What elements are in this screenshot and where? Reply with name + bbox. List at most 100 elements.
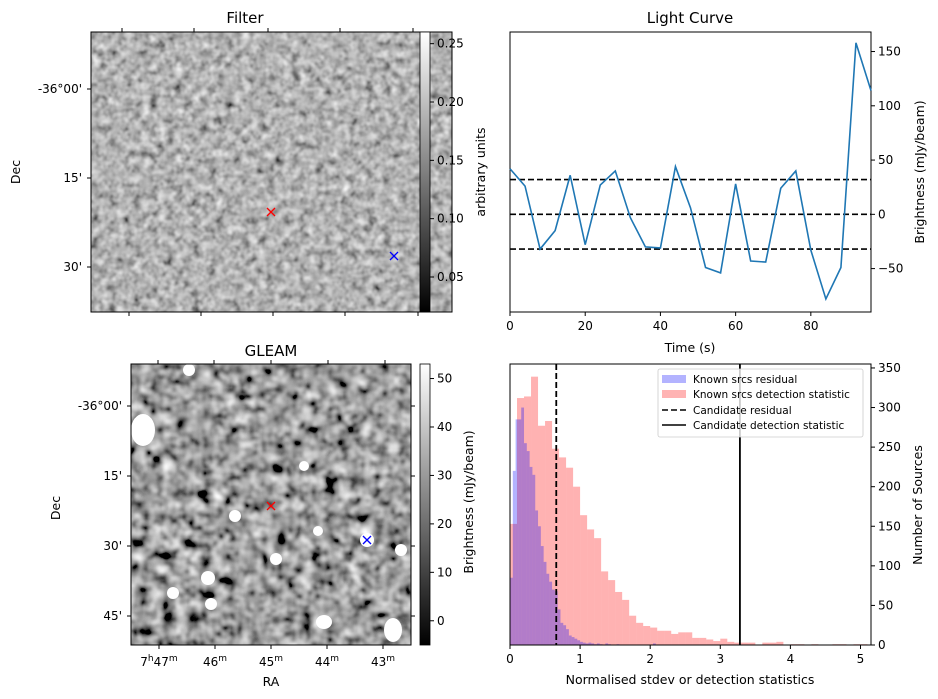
gleam-ytick-label: 45' bbox=[103, 609, 122, 623]
gleam-colorbar-tick-label: 50 bbox=[437, 372, 452, 386]
histogram-xtick-label: 5 bbox=[857, 652, 865, 666]
gleam-xtick-label: 45m bbox=[259, 654, 283, 669]
filter-colorbar-tick-label: 0.20 bbox=[437, 95, 464, 109]
legend-label: Known srcs residual bbox=[693, 374, 797, 386]
gleam-xtick-label: 46m bbox=[203, 654, 227, 669]
legend-label: Candidate residual bbox=[693, 405, 792, 417]
residual-bar bbox=[526, 451, 530, 645]
gleam-xtick-label: 44m bbox=[315, 654, 339, 669]
gleam-title: GLEAM bbox=[245, 342, 298, 360]
residual-bar bbox=[574, 638, 578, 645]
residual-bar bbox=[557, 609, 561, 645]
residual-bar bbox=[549, 581, 553, 645]
histogram-xtick-label: 0 bbox=[506, 652, 514, 666]
detection-bar bbox=[762, 642, 770, 645]
detection-bar bbox=[517, 398, 525, 645]
detection-bar bbox=[720, 638, 728, 645]
residual-bar bbox=[596, 643, 600, 645]
filter-ylabel: Dec bbox=[8, 160, 23, 184]
gleam-colorbar-ticks: 0 10 20 30 40 50 bbox=[430, 372, 452, 628]
detection-bar bbox=[748, 642, 756, 645]
gleam-colorbar-tick-label: 40 bbox=[437, 420, 452, 434]
legend-swatch-detection bbox=[662, 390, 686, 398]
residual-bar bbox=[532, 474, 536, 645]
residual-bar bbox=[577, 640, 581, 645]
gleam-ytick-label: 30' bbox=[103, 539, 122, 553]
residual-bar bbox=[563, 625, 567, 645]
gleam-image bbox=[131, 364, 411, 645]
lightcurve-ytick-label: 0 bbox=[878, 207, 886, 221]
lightcurve-xtick-label: 60 bbox=[728, 319, 743, 333]
lightcurve-xtick-label: 80 bbox=[803, 319, 818, 333]
histogram-ytick-label: 150 bbox=[878, 519, 901, 533]
residual-bar bbox=[524, 443, 527, 645]
detection-bar bbox=[685, 632, 693, 645]
detection-bar bbox=[692, 637, 700, 645]
lightcurve-title: Light Curve bbox=[647, 9, 733, 27]
histogram-legend: Known srcs residual Known srcs detection… bbox=[657, 368, 864, 438]
lightcurve-xtick-label: 20 bbox=[578, 319, 593, 333]
gleam-colorbar-tick-label: 0 bbox=[437, 614, 445, 628]
detection-bar bbox=[601, 571, 609, 645]
detection-bar bbox=[650, 627, 658, 645]
detection-bar bbox=[566, 467, 574, 645]
legend-swatch-residual bbox=[662, 375, 686, 383]
gleam-xtick-label: 7h47m bbox=[140, 654, 177, 669]
lightcurve-y-ticks: −50 0 50 100 150 bbox=[871, 45, 903, 276]
histogram-xtick-label: 1 bbox=[576, 652, 584, 666]
residual-bar bbox=[538, 526, 541, 645]
residual-bar bbox=[582, 642, 586, 645]
histogram-residual-bars bbox=[510, 407, 656, 645]
detection-bar bbox=[699, 637, 707, 645]
gleam-y-ticks: -36°00' 15' 30' 45' bbox=[78, 399, 415, 623]
lightcurve-ytick-label: 150 bbox=[878, 45, 901, 59]
filter-ytick-label: 15' bbox=[63, 171, 82, 185]
residual-bar bbox=[546, 573, 550, 645]
histogram-frame bbox=[509, 363, 872, 646]
lightcurve-x-ticks: 0 20 40 60 80 bbox=[506, 312, 818, 333]
gleam-x-ticks bbox=[157, 360, 386, 649]
histogram-ytick-label: 300 bbox=[878, 401, 901, 415]
legend-box bbox=[657, 368, 864, 438]
detection-bar bbox=[594, 538, 602, 645]
filter-known-source-marker bbox=[389, 251, 399, 261]
residual-bar bbox=[535, 510, 539, 645]
residual-bar bbox=[580, 641, 583, 645]
filter-ytick-label: 30' bbox=[63, 260, 82, 274]
lightcurve-xtick-label: 0 bbox=[506, 319, 514, 333]
residual-bar bbox=[521, 407, 525, 645]
lightcurve-ytick-label: 100 bbox=[878, 99, 901, 113]
histogram-ylabel: Number of Sources bbox=[910, 445, 925, 565]
filter-panel: Filter 0.05 0.10 0.15 0.20 0.25 arbitrary un… bbox=[8, 9, 488, 316]
filter-frame bbox=[90, 31, 453, 313]
histogram-y-ticks: 0 50 100 150 200 250 300 350 bbox=[871, 361, 901, 652]
legend-label: Known srcs detection statistic bbox=[693, 389, 850, 401]
detection-bar bbox=[706, 639, 714, 645]
filter-colorbar-tick-label: 0.10 bbox=[437, 212, 464, 226]
histogram-panel: 0 1 2 3 4 5 0 50 100 150 200 250 300 350 Normalised … bbox=[506, 361, 925, 687]
gleam-ytick-label: 15' bbox=[103, 469, 122, 483]
detection-bar bbox=[608, 580, 616, 645]
residual-bar bbox=[591, 643, 595, 645]
gleam-ytick-label: -36°00' bbox=[78, 399, 122, 413]
lightcurve-xlabel: Time (s) bbox=[664, 340, 716, 355]
lightcurve-panel: Light Curve 0 20 40 60 80 −50 0 50 100 150 Time … bbox=[506, 9, 927, 355]
filter-x-ticks bbox=[121, 28, 419, 316]
gleam-xtick-label: 43m bbox=[371, 654, 395, 669]
detection-bar bbox=[671, 633, 679, 645]
detection-bar bbox=[741, 642, 749, 645]
detection-bar bbox=[734, 642, 742, 645]
histogram-ytick-label: 100 bbox=[878, 559, 901, 573]
filter-title: Filter bbox=[226, 9, 264, 27]
gleam-xtick-labels: 7h47m 46m 45m 44m 43m bbox=[140, 654, 395, 669]
detection-bar bbox=[713, 641, 721, 645]
residual-bar bbox=[552, 589, 555, 645]
residual-bar bbox=[571, 637, 575, 645]
histogram-ytick-label: 0 bbox=[878, 638, 886, 652]
residual-bar bbox=[510, 577, 513, 645]
residual-bar bbox=[585, 643, 589, 645]
lightcurve-ylabel: Brightness (mJy/beam) bbox=[912, 100, 927, 243]
histogram-ytick-label: 200 bbox=[878, 480, 901, 494]
legend-label: Candidate detection statistic bbox=[693, 420, 845, 432]
histogram-xtick-label: 4 bbox=[787, 652, 795, 666]
